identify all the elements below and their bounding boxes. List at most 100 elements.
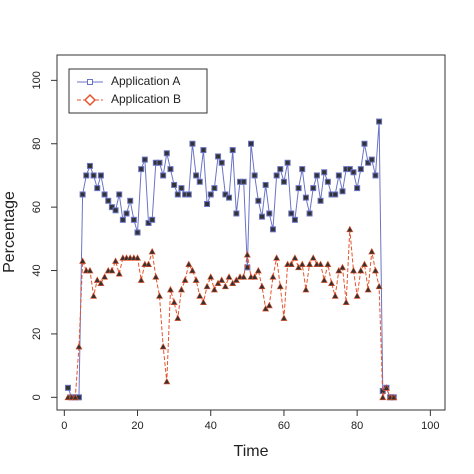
marker — [196, 292, 204, 299]
y-tick-label: 0 — [31, 394, 43, 400]
marker — [265, 301, 273, 309]
marker — [295, 185, 302, 192]
marker — [222, 191, 229, 198]
marker — [229, 147, 236, 154]
marker — [306, 210, 313, 217]
plot-frame — [56, 54, 446, 411]
marker — [298, 260, 306, 267]
marker — [101, 273, 109, 280]
y-tick-label: 20 — [31, 328, 43, 340]
marker — [335, 172, 342, 179]
marker — [346, 166, 353, 173]
marker — [160, 172, 167, 179]
marker — [342, 298, 350, 306]
marker — [255, 197, 262, 204]
marker — [382, 384, 390, 391]
marker — [240, 178, 247, 185]
marker — [108, 204, 115, 211]
marker — [97, 279, 105, 287]
legend-marker — [87, 79, 93, 85]
marker — [295, 263, 303, 271]
marker — [276, 282, 284, 290]
legend-box — [68, 68, 208, 114]
marker — [258, 213, 265, 220]
marker — [86, 266, 94, 274]
x-tick-label: 40 — [205, 420, 217, 432]
legend: Application A Application B — [68, 68, 208, 114]
marker — [248, 140, 254, 147]
marker — [353, 292, 361, 299]
marker — [166, 285, 174, 293]
marker — [302, 194, 309, 201]
marker — [291, 216, 298, 223]
marker — [155, 292, 163, 299]
marker — [138, 166, 145, 173]
marker — [211, 185, 218, 192]
marker — [163, 377, 171, 385]
marker — [90, 292, 98, 299]
marker — [145, 260, 153, 267]
marker — [174, 314, 182, 321]
x-tick-label: 0 — [61, 420, 67, 432]
marker — [229, 279, 237, 287]
marker — [361, 140, 368, 147]
marker — [313, 172, 320, 179]
marker — [134, 229, 141, 236]
marker — [324, 178, 331, 185]
legend-label: Application A — [111, 74, 180, 88]
marker — [225, 273, 233, 280]
y-tick-label: 60 — [31, 201, 43, 213]
marker — [137, 276, 145, 283]
marker — [350, 169, 357, 176]
marker — [214, 279, 222, 287]
marker — [218, 159, 225, 166]
series-line — [67, 121, 394, 398]
marker — [93, 276, 101, 283]
marker — [309, 254, 317, 261]
marker — [134, 254, 142, 261]
marker — [115, 270, 123, 277]
series — [64, 118, 397, 401]
marker — [159, 342, 167, 350]
marker — [152, 273, 160, 280]
marker — [233, 210, 240, 217]
marker — [170, 298, 178, 306]
marker — [163, 150, 170, 157]
marker — [94, 185, 101, 192]
marker — [171, 181, 178, 188]
x-tick-label: 60 — [278, 420, 290, 432]
marker — [207, 273, 215, 280]
marker — [262, 181, 269, 188]
marker — [371, 266, 379, 274]
y-axis-title: Percentage — [1, 191, 18, 273]
marker — [79, 257, 87, 264]
marker — [149, 216, 156, 223]
marker — [254, 266, 262, 274]
marker — [199, 298, 207, 306]
marker — [251, 172, 258, 179]
marker — [167, 166, 174, 173]
y-tick-label: 40 — [31, 264, 43, 276]
marker — [193, 172, 200, 179]
marker — [178, 185, 185, 192]
marker — [349, 266, 357, 274]
marker — [130, 216, 137, 223]
marker — [299, 166, 306, 173]
marker — [218, 276, 226, 283]
marker — [280, 314, 288, 321]
marker — [273, 254, 281, 261]
marker — [335, 266, 343, 274]
marker — [127, 197, 134, 204]
marker — [379, 393, 387, 401]
x-tick-label: 80 — [351, 420, 363, 432]
marker — [123, 210, 130, 217]
marker — [232, 276, 240, 283]
marker — [284, 159, 291, 166]
marker — [368, 156, 375, 163]
marker — [83, 172, 90, 179]
series — [64, 225, 398, 401]
marker — [266, 210, 273, 217]
marker — [302, 285, 310, 293]
marker — [328, 279, 336, 287]
